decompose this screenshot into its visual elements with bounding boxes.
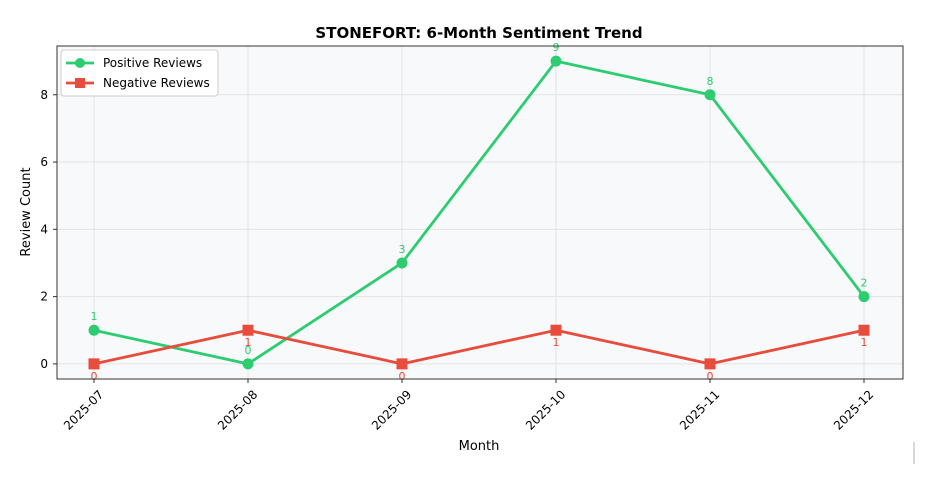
legend-marker — [75, 78, 85, 88]
data-point — [396, 358, 408, 370]
data-label: 1 — [245, 336, 252, 349]
legend-label: Negative Reviews — [103, 76, 210, 90]
data-label: 8 — [707, 75, 714, 88]
x-tick-label: 2025-12 — [831, 387, 876, 432]
x-tick-label: 2025-09 — [369, 387, 414, 432]
y-tick-label: 6 — [40, 155, 48, 169]
data-label: 0 — [91, 370, 98, 383]
legend-label: Positive Reviews — [103, 56, 202, 70]
y-tick-label: 0 — [40, 357, 48, 371]
chart-title: STONEFORT: 6-Month Sentiment Trend — [315, 24, 642, 42]
data-point — [242, 358, 254, 370]
data-label: 1 — [553, 336, 560, 349]
y-tick-label: 2 — [40, 290, 48, 304]
data-label: 3 — [399, 243, 406, 256]
data-point — [858, 324, 870, 336]
data-point — [88, 358, 100, 370]
series-line — [93, 59, 866, 366]
x-tick-label: 2025-07 — [61, 387, 106, 432]
data-point — [550, 324, 562, 336]
data-point — [704, 89, 716, 101]
x-tick-label: 2025-10 — [523, 387, 568, 432]
y-axis-label: Review Count — [19, 167, 34, 256]
data-label: 1 — [861, 336, 868, 349]
plot-frame — [56, 45, 904, 380]
data-label: 0 — [399, 370, 406, 383]
legend: Positive Reviews Negative Reviews — [60, 49, 219, 97]
y-tick-label: 4 — [40, 222, 48, 236]
scrollbar-indicator — [913, 442, 915, 464]
legend-marker — [75, 58, 85, 68]
data-label: 1 — [91, 310, 98, 323]
plot-area — [57, 46, 903, 379]
x-tick-label: 2025-08 — [215, 387, 260, 432]
data-point — [396, 257, 408, 269]
series-line — [93, 328, 865, 366]
data-label: 0 — [707, 370, 714, 383]
data-point — [858, 291, 870, 303]
x-tick-label: 2025-11 — [677, 387, 722, 432]
x-axis-label: Month — [459, 439, 500, 454]
data-point — [550, 55, 562, 67]
data-point — [88, 324, 100, 336]
data-point — [242, 324, 254, 336]
y-tick-label: 8 — [40, 88, 48, 102]
data-label: 2 — [861, 277, 868, 290]
data-label: 9 — [553, 41, 560, 54]
legend-box — [60, 49, 219, 97]
grid-lines — [57, 46, 903, 379]
data-point — [704, 358, 716, 370]
data-label: 0 — [245, 344, 252, 357]
